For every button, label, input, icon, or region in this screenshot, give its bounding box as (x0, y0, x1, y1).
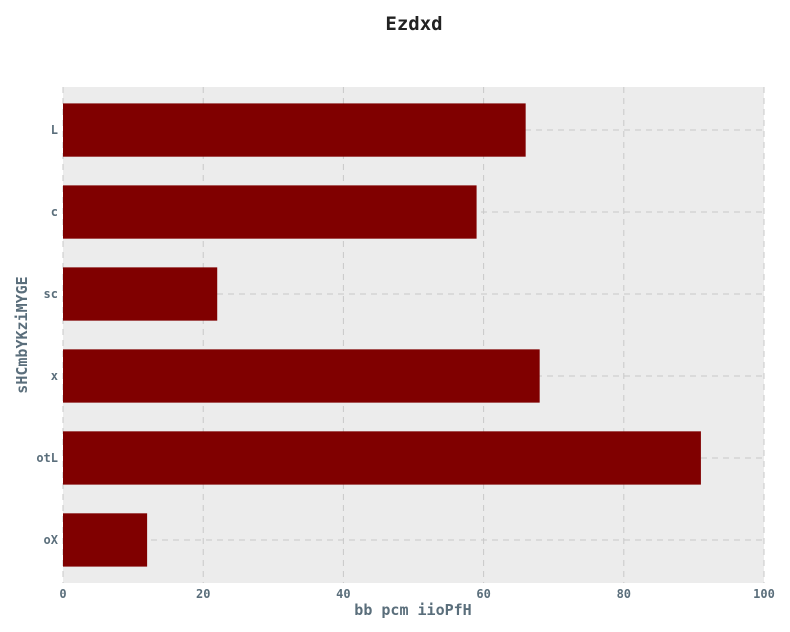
x-tick-label: 80 (617, 587, 631, 601)
x-tick-label: 60 (476, 587, 490, 601)
bar-sc (63, 267, 218, 321)
y-axis-label: sHCmbYKziMYGE (13, 276, 31, 393)
bar-c (63, 185, 477, 239)
plot-area (63, 87, 764, 583)
x-tick-labels: 0 20 40 60 80 100 (59, 587, 774, 601)
y-tick-label: L (51, 123, 58, 137)
x-axis-label: bb pcm iioPfH (354, 601, 471, 619)
x-tick-label: 20 (196, 587, 210, 601)
x-tick-label: 100 (753, 587, 775, 601)
x-tick-label: 0 (59, 587, 66, 601)
bar-L (63, 103, 526, 157)
y-tick-label: sc (44, 287, 58, 301)
bar-otL (63, 431, 701, 485)
bars (63, 103, 701, 567)
y-tick-label: oX (44, 533, 59, 547)
chart-title: Ezdxd (385, 13, 442, 35)
bar-x (63, 349, 540, 403)
y-tick-labels: Lc sc x otL oX (36, 123, 58, 547)
x-tick-label: 40 (336, 587, 350, 601)
bar-oX (63, 513, 148, 567)
y-tick-label: otL (36, 451, 58, 465)
y-tick-label: x (51, 369, 58, 383)
y-tick-label: c (51, 205, 58, 219)
